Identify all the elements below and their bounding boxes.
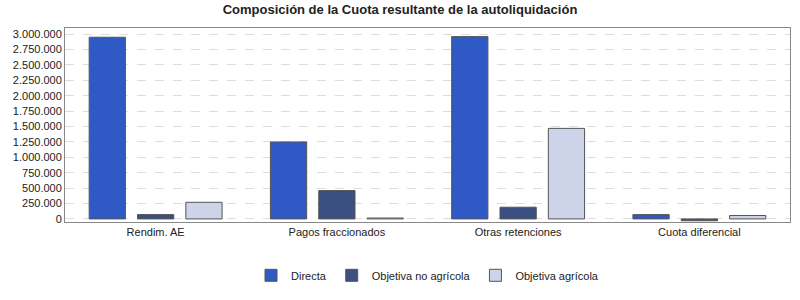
svg-text:Rendim. AE: Rendim. AE — [127, 226, 185, 238]
svg-text:Objetiva no agrícola: Objetiva no agrícola — [372, 270, 471, 282]
svg-text:2.750.000: 2.750.000 — [13, 43, 62, 55]
svg-text:1.250.000: 1.250.000 — [13, 136, 62, 148]
svg-text:750.000: 750.000 — [22, 167, 62, 179]
svg-text:0: 0 — [56, 213, 62, 225]
svg-text:Directa: Directa — [291, 270, 327, 282]
svg-text:500.000: 500.000 — [22, 182, 62, 194]
svg-text:Cuota diferencial: Cuota diferencial — [658, 226, 741, 238]
svg-text:2.250.000: 2.250.000 — [13, 74, 62, 86]
svg-text:2.000.000: 2.000.000 — [13, 90, 62, 102]
svg-text:Pagos fraccionados: Pagos fraccionados — [289, 226, 386, 238]
svg-text:Objetiva agrícola: Objetiva agrícola — [515, 270, 598, 282]
svg-text:3.000.000: 3.000.000 — [13, 28, 62, 40]
svg-text:2.500.000: 2.500.000 — [13, 59, 62, 71]
svg-text:250.000: 250.000 — [22, 197, 62, 209]
svg-text:1.000.000: 1.000.000 — [13, 151, 62, 163]
svg-text:Otras retenciones: Otras retenciones — [475, 226, 562, 238]
svg-text:1.500.000: 1.500.000 — [13, 120, 62, 132]
svg-text:1.750.000: 1.750.000 — [13, 105, 62, 117]
svg-text:Composición de la Cuota result: Composición de la Cuota resultante de la… — [223, 2, 578, 17]
